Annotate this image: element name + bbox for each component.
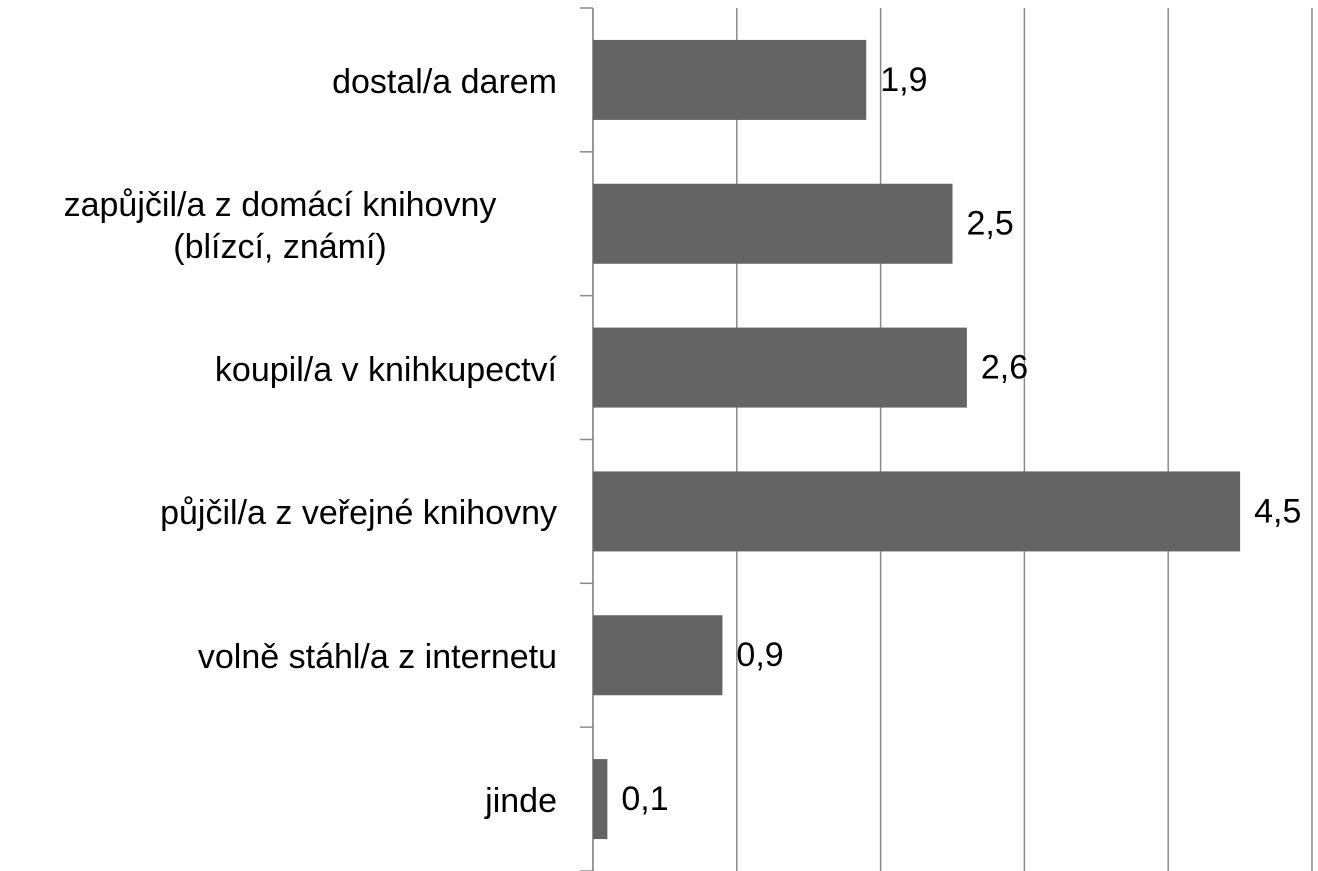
bar	[593, 615, 723, 696]
bar	[593, 327, 967, 408]
value-label: 4,5	[1254, 492, 1301, 530]
value-label: 0,1	[621, 780, 668, 818]
bar	[593, 183, 953, 264]
value-label: 2,6	[981, 349, 1028, 387]
value-label: 2,5	[967, 205, 1014, 243]
bar	[593, 39, 867, 120]
value-label: 1,9	[880, 61, 927, 99]
category-label: zapůjčil/a z domácí knihovny (blízcí, zn…	[63, 185, 497, 266]
value-label: 0,9	[736, 636, 783, 674]
category-label: jinde	[485, 782, 557, 821]
category-label: koupil/a v knihkupectví	[214, 350, 557, 389]
category-label: dostal/a darem	[332, 62, 557, 101]
bar	[593, 759, 608, 840]
category-label: volně stáhl/a z internetu	[197, 638, 557, 677]
category-label: půjčil/a z veřejné knihovny	[160, 494, 557, 533]
bar	[593, 471, 1241, 552]
